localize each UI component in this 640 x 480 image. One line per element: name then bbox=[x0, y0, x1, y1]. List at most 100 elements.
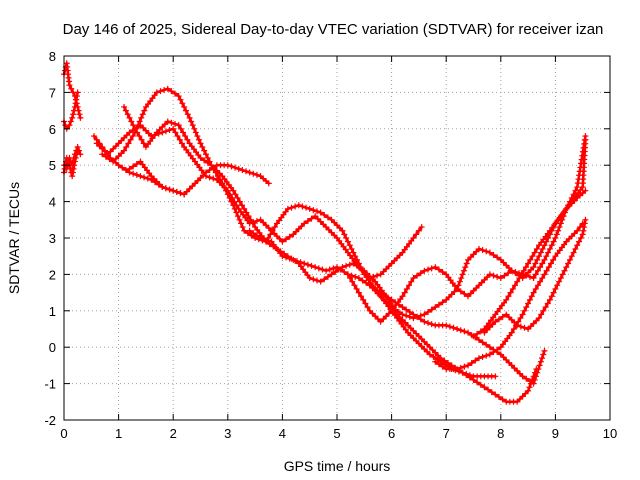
data-point bbox=[510, 326, 517, 332]
series-arc-n bbox=[481, 216, 589, 336]
data-point bbox=[552, 235, 559, 241]
data-point bbox=[486, 249, 493, 256]
data-point bbox=[485, 386, 492, 393]
data-point bbox=[571, 230, 578, 237]
series-line bbox=[128, 160, 186, 196]
chart-title: Day 146 of 2025, Sidereal Day-to-day VTE… bbox=[63, 21, 604, 38]
data-point bbox=[246, 169, 253, 176]
data-point bbox=[396, 252, 403, 259]
data-point bbox=[439, 299, 446, 306]
data-point bbox=[530, 264, 537, 271]
data-point bbox=[548, 260, 555, 267]
data-point bbox=[153, 89, 160, 96]
y-tick-label: 5 bbox=[49, 158, 56, 173]
data-point bbox=[403, 285, 410, 292]
data-point bbox=[121, 134, 128, 141]
data-point bbox=[129, 133, 136, 140]
data-point bbox=[527, 256, 534, 263]
data-point bbox=[175, 122, 182, 129]
data-point bbox=[532, 373, 539, 380]
data-point bbox=[443, 322, 450, 329]
data-point bbox=[361, 267, 368, 274]
data-point bbox=[118, 137, 125, 144]
data-point bbox=[470, 251, 477, 258]
data-point bbox=[99, 151, 106, 158]
data-point bbox=[537, 358, 544, 365]
data-point bbox=[127, 136, 134, 143]
y-tick-label: -1 bbox=[44, 377, 56, 392]
data-point bbox=[288, 204, 295, 211]
data-point bbox=[535, 366, 542, 373]
data-point bbox=[582, 136, 589, 143]
data-point bbox=[490, 251, 497, 258]
data-point bbox=[140, 124, 147, 131]
data-point bbox=[475, 245, 482, 252]
data-point bbox=[410, 275, 417, 282]
data-point bbox=[350, 260, 357, 267]
data-point bbox=[201, 157, 208, 164]
data-point bbox=[516, 275, 523, 282]
data-point bbox=[568, 253, 575, 260]
data-point bbox=[162, 185, 169, 192]
data-point bbox=[424, 341, 431, 348]
data-point bbox=[303, 204, 310, 211]
y-tick-label: -2 bbox=[44, 413, 56, 428]
data-point bbox=[123, 144, 130, 150]
data-point bbox=[435, 301, 442, 308]
data-point bbox=[563, 264, 570, 271]
data-point bbox=[404, 322, 411, 329]
data-point bbox=[385, 310, 392, 317]
data-point bbox=[295, 202, 302, 209]
data-point bbox=[222, 187, 229, 194]
data-point bbox=[418, 343, 425, 350]
data-point bbox=[369, 275, 376, 282]
data-point bbox=[366, 307, 373, 314]
data-point bbox=[232, 191, 239, 198]
data-point bbox=[330, 265, 337, 272]
data-point bbox=[133, 171, 140, 178]
data-point bbox=[579, 220, 586, 227]
data-point bbox=[308, 262, 315, 269]
x-tick-label: 1 bbox=[115, 426, 122, 441]
data-point bbox=[264, 237, 271, 244]
data-point bbox=[457, 288, 464, 295]
data-point bbox=[508, 316, 515, 323]
data-point bbox=[308, 215, 315, 222]
data-point bbox=[211, 164, 218, 171]
data-point bbox=[249, 220, 256, 227]
data-point bbox=[458, 275, 465, 282]
data-point bbox=[230, 202, 237, 209]
data-point bbox=[481, 276, 488, 283]
data-point bbox=[230, 187, 237, 194]
data-point bbox=[448, 362, 455, 369]
data-point bbox=[194, 177, 201, 184]
data-point bbox=[91, 133, 98, 140]
data-point bbox=[151, 175, 158, 182]
data-point bbox=[77, 114, 84, 121]
data-point bbox=[542, 304, 549, 311]
data-point bbox=[178, 140, 185, 147]
data-point bbox=[508, 267, 515, 274]
data-point bbox=[137, 173, 144, 180]
data-point bbox=[156, 126, 163, 133]
data-point bbox=[159, 129, 166, 136]
data-point bbox=[525, 260, 532, 267]
data-point bbox=[328, 271, 335, 278]
data-point bbox=[494, 346, 501, 353]
data-point bbox=[359, 277, 366, 284]
x-tick-label: 3 bbox=[224, 426, 231, 441]
data-point bbox=[115, 162, 122, 169]
data-point bbox=[544, 300, 551, 307]
data-point bbox=[292, 203, 299, 210]
data-point bbox=[495, 393, 502, 400]
data-point bbox=[380, 315, 387, 322]
data-point bbox=[110, 145, 117, 152]
data-point bbox=[341, 268, 348, 275]
data-point bbox=[525, 387, 532, 394]
x-tick-label: 6 bbox=[388, 426, 395, 441]
data-point bbox=[418, 224, 425, 231]
data-point bbox=[415, 333, 422, 340]
data-point bbox=[526, 273, 533, 280]
data-point bbox=[516, 396, 523, 403]
data-point bbox=[413, 337, 420, 344]
